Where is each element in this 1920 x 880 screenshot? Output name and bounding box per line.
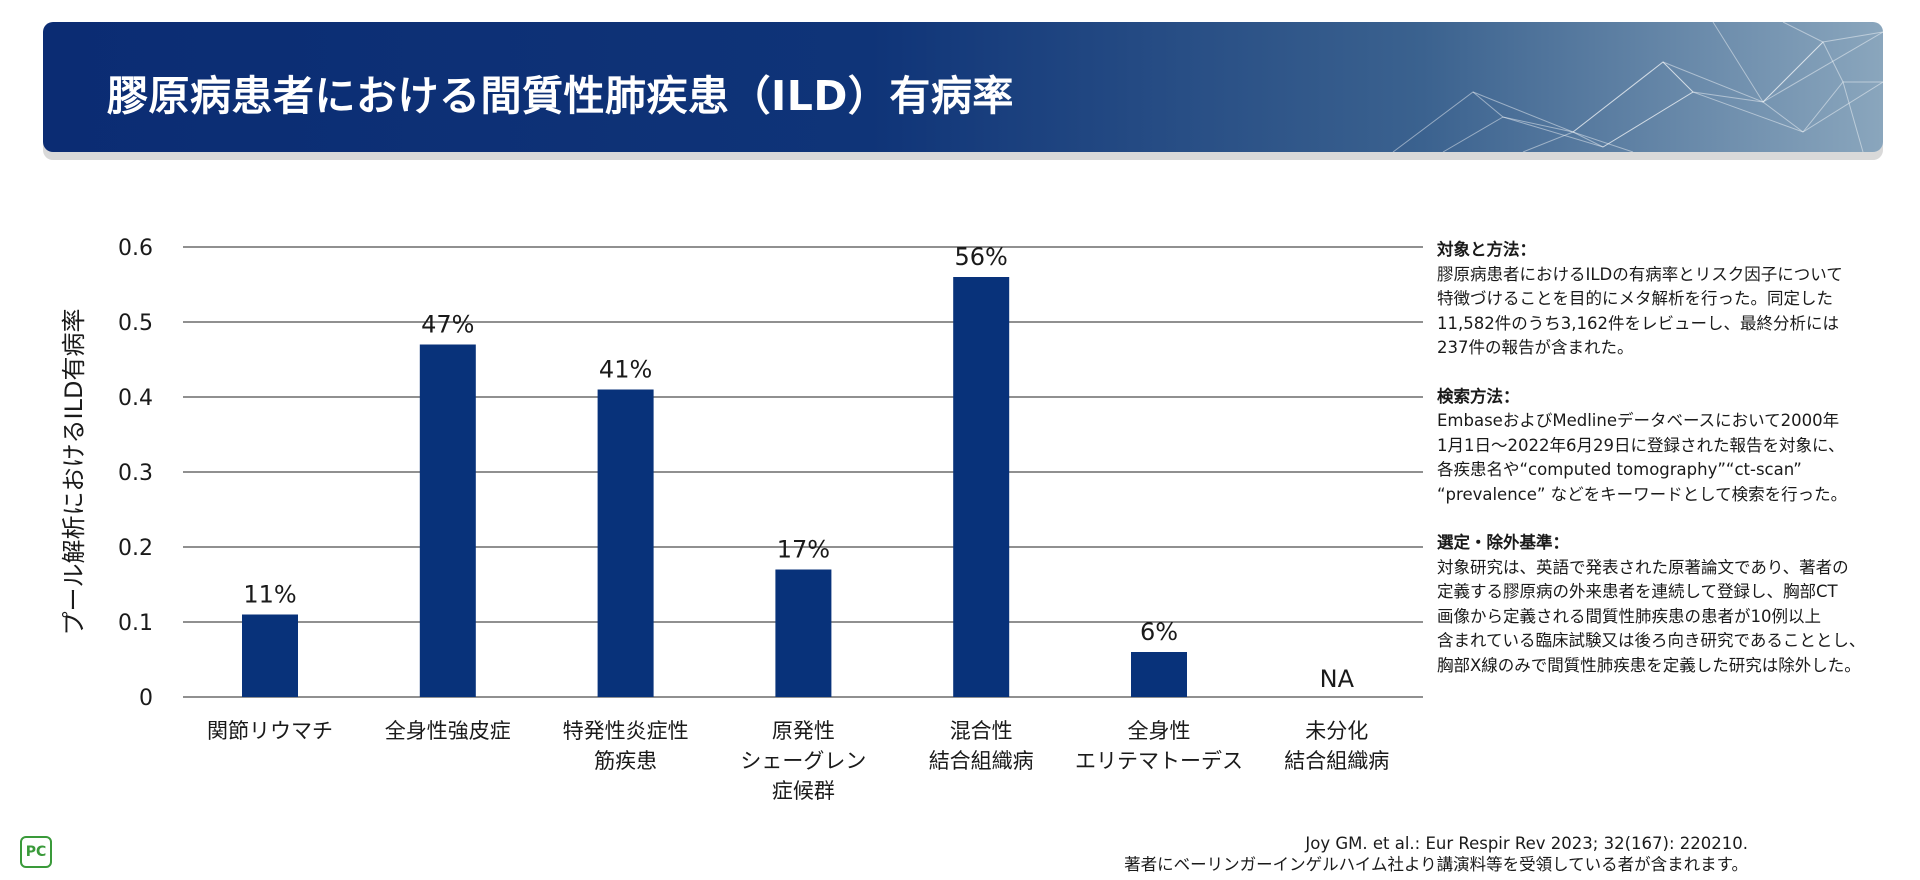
data-label: NA — [1320, 665, 1355, 693]
x-tick-label: 全身性強皮症 — [385, 719, 511, 743]
x-tick-label: 症候群 — [772, 779, 835, 803]
note-block: 対象と方法： 膠原病患者におけるILDの有病率とリスク因子について 特徴づけることを… — [1437, 238, 1907, 361]
x-tick-label: 原発性 — [772, 719, 835, 743]
note-line: 237件の報告が含まれた。 — [1437, 338, 1634, 357]
x-tick-label: 全身性 — [1128, 719, 1191, 743]
data-label: 11% — [243, 581, 296, 609]
note-line: 膠原病患者におけるILDの有病率とリスク因子について — [1437, 264, 1843, 284]
note-line: 各疾患名や“computed tomography”“ct-scan” — [1437, 460, 1802, 479]
data-label: 41% — [599, 356, 652, 384]
y-tick-label: 0 — [139, 686, 153, 711]
note-block: 検索方法： EmbaseおよびMedlineデータベースにおいて2000年 1月1日… — [1437, 385, 1907, 508]
citation-disclosure: 著者にベーリンガーインゲルハイム社より講演料等を受領している者が含まれます。 — [1124, 855, 1748, 874]
note-heading: 対象と方法： — [1437, 240, 1536, 259]
x-tick-label: 結合組織病 — [1284, 749, 1389, 773]
bar — [597, 389, 654, 697]
logo-icon: PC — [20, 836, 52, 868]
y-tick-label: 0.3 — [118, 461, 153, 486]
x-tick-label: 未分化 — [1305, 719, 1368, 743]
y-tick-label: 0.2 — [118, 536, 153, 561]
note-line: 特徴づけることを目的にメタ解析を行った。同定した — [1437, 289, 1833, 308]
note-line: 1月1日〜2022年6月29日に登録された報告を対象に、 — [1437, 435, 1845, 455]
mesh-decoration — [1392, 22, 1883, 152]
y-tick-label: 0.6 — [118, 236, 153, 261]
x-tick-label: 特発性炎症性 — [563, 719, 689, 743]
note-line: 対象研究は、英語で発表された原著論文であり、著者の — [1437, 557, 1849, 577]
x-tick-label: シェーグレン — [740, 749, 866, 773]
note-line: “prevalence” などをキーワードとして検索を行った。 — [1437, 484, 1848, 504]
bar — [775, 569, 832, 697]
x-tick-label: エリテマトーデス — [1075, 749, 1243, 773]
note-line: 胸部X線のみで間質性肺疾患を定義した研究は除外した。 — [1437, 655, 1861, 675]
note-line: 定義する膠原病の外来患者を連続して登録し、胸部CT — [1437, 582, 1838, 601]
data-label: 47% — [421, 311, 474, 339]
bar — [242, 614, 298, 697]
page-title: 膠原病患者における間質性肺疾患（ILD）有病率 — [107, 72, 1014, 120]
y-tick-label: 0.1 — [118, 611, 153, 636]
x-tick-label: 筋疾患 — [594, 749, 657, 773]
y-axis-label: プール解析におけるILD有病率 — [60, 309, 88, 636]
x-tick-label: 結合組織病 — [929, 749, 1034, 773]
note-block: 選定・除外基準： 対象研究は、英語で発表された原著論文であり、著者の 定義する膠原病… — [1437, 531, 1907, 678]
data-label: 17% — [777, 536, 830, 564]
y-tick-label: 0.5 — [118, 311, 153, 336]
bar — [953, 277, 1010, 697]
side-notes: 対象と方法： 膠原病患者におけるILDの有病率とリスク因子について 特徴づけることを… — [1437, 238, 1907, 702]
note-line: 画像から定義される間質性肺疾患の患者が10例以上 — [1437, 606, 1821, 626]
note-line: 11,582件のうち3,162件をレビューし、最終分析には — [1437, 313, 1839, 333]
note-heading: 検索方法： — [1437, 386, 1520, 406]
citation-reference: Joy GM. et al.: Eur Respir Rev 2023; 32(… — [1305, 834, 1748, 853]
bar — [419, 344, 476, 697]
note-line: EmbaseおよびMedlineデータベースにおいて2000年 — [1437, 411, 1840, 430]
data-label: 6% — [1140, 618, 1178, 646]
citation: Joy GM. et al.: Eur Respir Rev 2023; 32(… — [1124, 833, 1748, 875]
title-banner: 膠原病患者における間質性肺疾患（ILD）有病率 — [43, 22, 1883, 152]
note-heading: 選定・除外基準： — [1437, 533, 1569, 552]
bar — [1131, 652, 1187, 697]
y-tick-label: 0.4 — [118, 386, 153, 411]
data-label: 56% — [955, 243, 1008, 271]
x-tick-label: 混合性 — [950, 719, 1013, 743]
note-line: 含まれている臨床試験又は後ろ向き研究であることとし、 — [1437, 631, 1866, 650]
x-tick-label: 関節リウマチ — [207, 719, 333, 743]
